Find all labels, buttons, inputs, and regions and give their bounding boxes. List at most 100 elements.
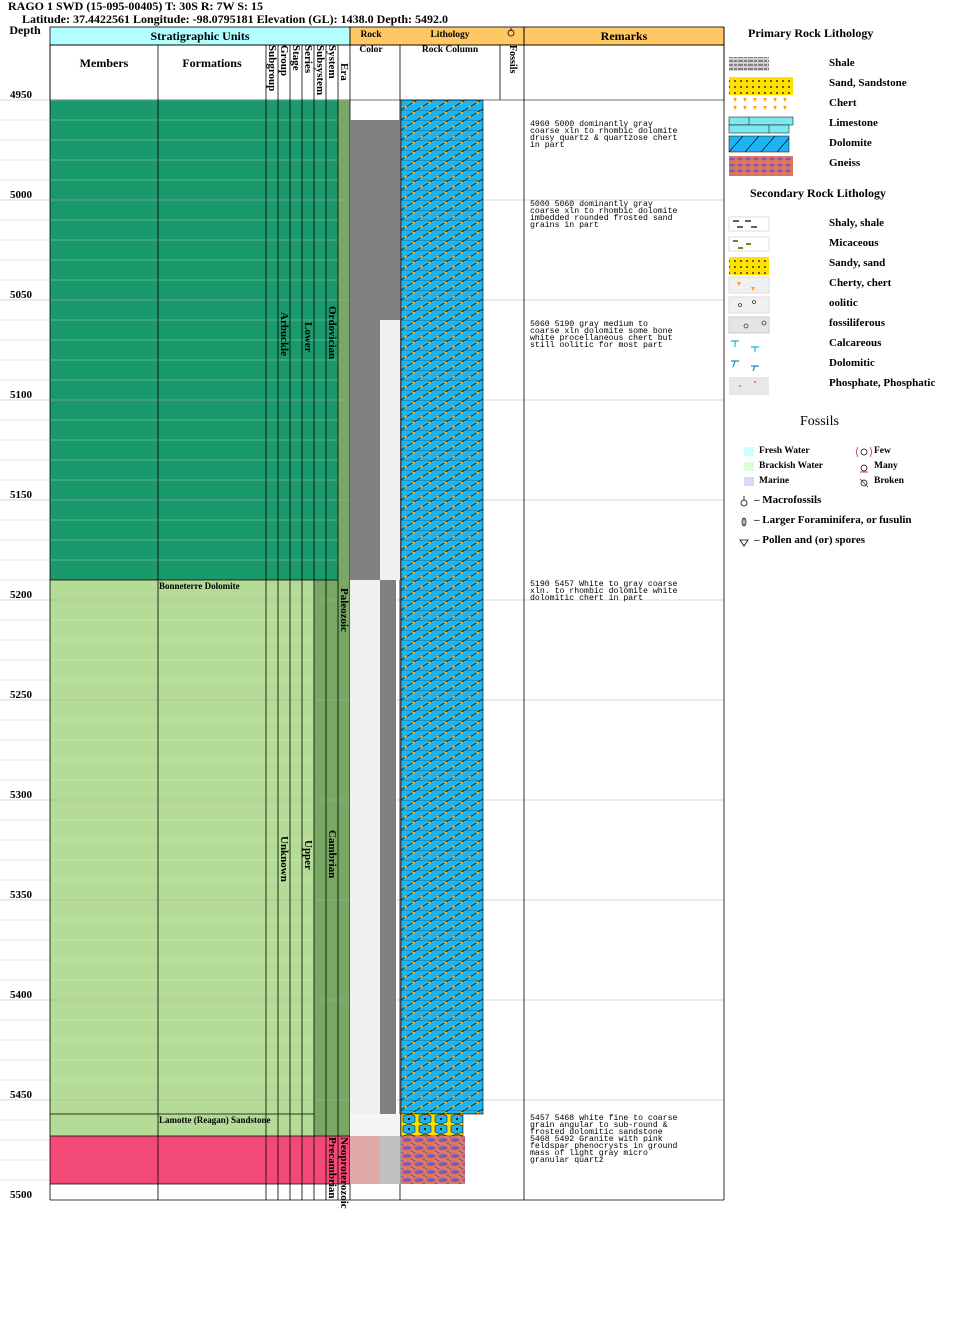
era-header: Era	[338, 63, 350, 81]
era-paleozoic: Paleozoic	[338, 588, 350, 632]
group-arbuckle: Arbuckle	[278, 312, 290, 356]
cherty-swatch	[728, 276, 770, 294]
depth-label: 5250	[10, 689, 32, 701]
cambrian-band	[50, 580, 350, 1136]
legend-few: Few	[874, 446, 891, 456]
system-cambrian: Cambrian	[326, 830, 338, 879]
few-icon	[856, 446, 872, 458]
depth-label: 5500	[10, 1189, 32, 1201]
sandy-swatch	[729, 257, 769, 275]
legend-cherty: Cherty, chert	[829, 277, 892, 289]
rock-color-gray	[350, 120, 400, 320]
era-neoproterozoic: Neoproterozoic	[338, 1137, 350, 1209]
gneiss-lithology	[401, 1136, 465, 1184]
rock-color-gray-3	[380, 580, 396, 1114]
legend-many: Many	[874, 461, 898, 471]
subsystem-header: Subsystem	[314, 45, 326, 96]
many-icon	[860, 464, 868, 473]
depth-label: 5400	[10, 989, 32, 1001]
dolomite-swatch	[728, 135, 790, 153]
limestone-swatch	[728, 116, 794, 134]
depth-label: 5150	[10, 489, 32, 501]
fossil-header-icon	[507, 28, 515, 37]
foraminifera-icon	[741, 517, 747, 527]
oolitic-swatch	[728, 296, 770, 314]
legend-fossiliferous: fossiliferous	[829, 317, 886, 329]
sandstone-lithology	[400, 1113, 464, 1137]
fresh-water-swatch	[744, 447, 754, 456]
remark-entry: 4960 5000 dominantly gray coarse xln to …	[530, 120, 678, 150]
legend-dolomite: Dolomite	[829, 137, 872, 149]
rock-color-pink	[350, 1136, 380, 1184]
shale-swatch	[729, 57, 769, 71]
lithology-header: Lithology	[430, 30, 470, 40]
legend-macrofossils: – Macrofossils	[754, 494, 822, 506]
sandstone-swatch	[729, 77, 793, 95]
rock-color-gray-2	[350, 320, 380, 580]
legend-phosphatic: Phosphate, Phosphatic	[829, 377, 936, 389]
stage-header: Stage	[290, 45, 302, 71]
pollen-icon	[739, 539, 749, 547]
phosphatic-swatch	[729, 377, 769, 395]
dolomitic-swatch	[729, 357, 769, 373]
fossils-title: Fossils	[800, 414, 839, 429]
depth-label: 5100	[10, 389, 32, 401]
remark-entry: 5468 5492 Granite with pink feldspar phe…	[530, 1135, 678, 1165]
broken-icon	[859, 478, 869, 488]
depth-column-header: Depth	[9, 23, 41, 37]
legend-pollen: – Pollen and (or) spores	[754, 534, 866, 546]
rock-color-white-3	[350, 1114, 400, 1136]
gneiss-swatch	[729, 156, 793, 176]
formation-lamotte: Lamotte (Reagan) Sandstone	[159, 1115, 271, 1125]
primary-legend-swatches	[728, 57, 794, 176]
depth-label: 5000	[10, 189, 32, 201]
micaceous-swatch	[728, 236, 770, 252]
depth-label: 5350	[10, 889, 32, 901]
formations-header: Formations	[182, 56, 242, 70]
rock-column-header: Rock Column	[421, 45, 479, 55]
legend-fresh-water: Fresh Water	[759, 446, 810, 456]
legend-micaceous: Micaceous	[829, 237, 879, 249]
legend-dolomitic: Dolomitic	[829, 357, 875, 369]
depth-label: 5200	[10, 589, 32, 601]
legend-shaly: Shaly, shale	[829, 217, 885, 229]
rock-color-header-1: Rock	[360, 30, 382, 40]
system-ordovician: Ordovician	[326, 306, 338, 360]
series-header: Series	[302, 45, 314, 74]
dolomite-lithology	[400, 99, 484, 1115]
chert-swatch	[729, 97, 793, 113]
fossils-header: Fossils	[507, 45, 518, 74]
legend-chert: Chert	[829, 97, 857, 109]
brackish-water-swatch	[744, 462, 754, 471]
series-lower: Lower	[302, 322, 314, 353]
remark-entry: 5190 5457 White to gray coarse xln. to r…	[530, 580, 678, 603]
legend-calcareous: Calcareous	[829, 337, 882, 349]
legend-oolitic: oolitic	[829, 297, 858, 309]
series-upper: Upper	[302, 840, 314, 870]
group-header: Group	[278, 45, 290, 76]
shaly-swatch	[728, 216, 770, 232]
precambrian-band	[50, 1136, 350, 1184]
remark-entry: 5000 5060 dominantly gray coarse xln to …	[530, 200, 678, 230]
legend-foraminifera: – Larger Foraminifera, or fusulin	[754, 514, 912, 526]
well-location: Latitude: 37.4422561 Longitude: -98.0795…	[22, 12, 448, 26]
secondary-lithology-title: Secondary Rock Lithology	[750, 186, 887, 200]
primary-lithology-title: Primary Rock Lithology	[748, 26, 874, 40]
system-precambrian: Precambrian	[326, 1137, 338, 1199]
remarks-header: Remarks	[600, 29, 648, 43]
legend-sandstone: Sand, Sandstone	[829, 77, 907, 89]
legend-brackish-water: Brackish Water	[759, 461, 823, 471]
group-unknown: Unknown	[278, 836, 290, 882]
rock-color-header-2: Color	[359, 45, 383, 55]
depth-label: 4950	[10, 89, 32, 101]
formation-bonneterre: Bonneterre Dolomite	[159, 581, 240, 591]
fossil-legend-swatches	[739, 446, 872, 547]
strat-boundaries	[50, 579, 724, 1201]
remark-entry: 5060 5190 gray medium to coarse xln dolo…	[530, 320, 673, 350]
rock-color-lightgray	[380, 1136, 400, 1184]
macrofossil-icon	[740, 496, 748, 507]
calcareous-swatch	[729, 337, 769, 353]
strat-units-header: Stratigraphic Units	[150, 29, 250, 43]
well-title: RAGO 1 SWD (15-095-00405) T: 30S R: 7W S…	[8, 0, 264, 13]
